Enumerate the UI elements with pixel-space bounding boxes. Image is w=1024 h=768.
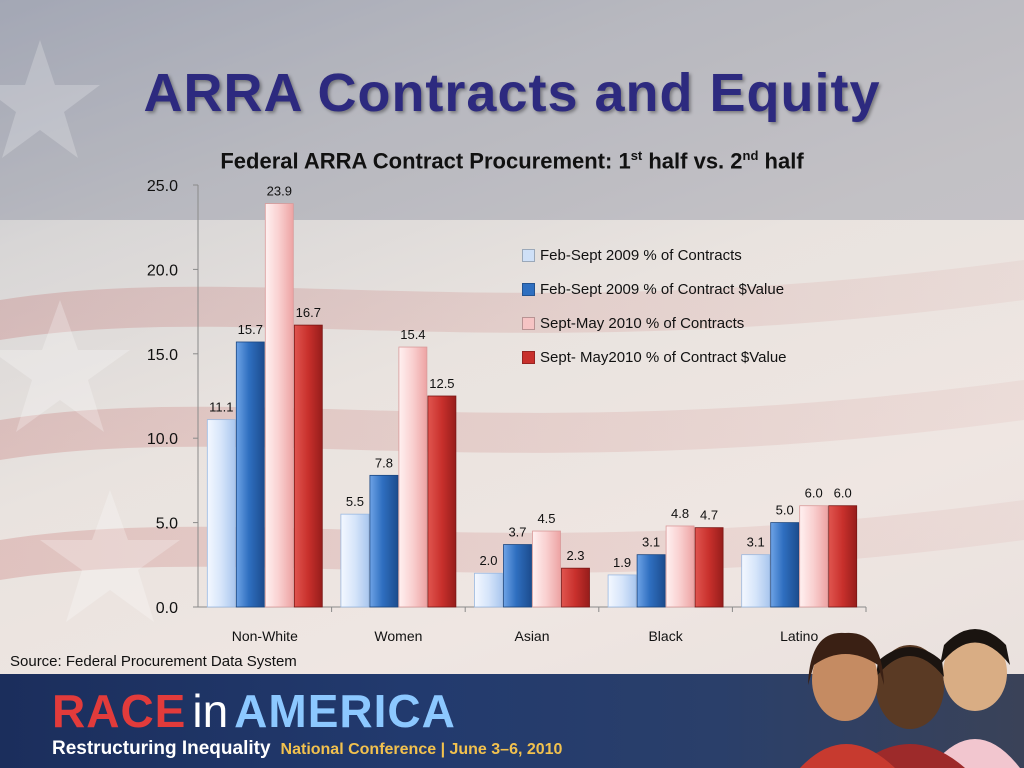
- bar: [206, 419, 236, 608]
- bar: [607, 574, 637, 608]
- bar-chart: 0.0 5.0 10.0 15.0 20.0 25.0 Non-White Women Asia…: [147, 178, 867, 644]
- bar-data-label: 3.7: [508, 525, 526, 540]
- bar: [369, 474, 399, 608]
- bar-data-label: 7.8: [375, 455, 393, 470]
- person-icon: [930, 629, 1020, 768]
- bar: [741, 554, 771, 608]
- legend-item: Feb-Sept 2009 % of Contracts: [522, 238, 787, 272]
- bar: [636, 554, 666, 608]
- person-icon: [855, 645, 965, 768]
- bar-data-label: 4.8: [671, 506, 689, 521]
- subtitle-part: Federal ARRA Contract Procurement: 1: [220, 148, 631, 174]
- logo-race: RACE: [52, 685, 187, 737]
- bar: [799, 505, 829, 608]
- chart-subtitle: Federal ARRA Contract Procurement: 1st h…: [0, 148, 1024, 174]
- legend-item: Sept- May2010 % of Contract $Value: [522, 340, 787, 374]
- subtitle-sup: nd: [742, 148, 759, 163]
- x-tick-label: Black: [648, 628, 683, 644]
- legend-swatch: [522, 316, 535, 330]
- conference-dates: National Conference | June 3–6, 2010: [280, 741, 563, 758]
- source-note: Source: Federal Procurement Data System: [10, 653, 297, 670]
- bar-data-label: 5.0: [776, 503, 794, 518]
- bar-data-label: 15.7: [238, 322, 263, 337]
- logo-america: AMERICA: [234, 685, 456, 737]
- bar: [340, 513, 370, 608]
- bar: [532, 530, 561, 608]
- subtitle-sup: st: [630, 148, 643, 163]
- bar: [694, 527, 724, 608]
- race-in-america-logo: RACE in AMERICA: [52, 684, 456, 738]
- bar-data-label: 15.4: [400, 327, 425, 342]
- star-icon: [0, 300, 130, 432]
- bar-data-label: 16.7: [296, 305, 321, 320]
- bar-data-label: 1.9: [613, 555, 631, 570]
- flag-canton: [0, 0, 1024, 220]
- star-icon: [0, 40, 100, 158]
- bar: [770, 522, 800, 608]
- legend-label: Feb-Sept 2009 % of Contracts: [540, 246, 742, 264]
- bar: [474, 572, 503, 608]
- y-tick-label: 20.0: [147, 262, 178, 279]
- bar: [293, 324, 323, 608]
- bar: [427, 395, 457, 608]
- bar-data-label: 12.5: [429, 376, 454, 391]
- chart-data-labels: 11.1 15.7 23.9 16.7 5.5 7.8 15.4 12.5 2.0 3.7 4.5 2…: [209, 184, 852, 570]
- slide-title: ARRA Contracts and Equity: [143, 63, 881, 123]
- legend-label: Feb-Sept 2009 % of Contract $Value: [540, 280, 785, 298]
- chart-bars: [206, 203, 858, 608]
- bar-data-label: 6.0: [834, 486, 852, 501]
- y-tick-label: 5.0: [156, 516, 178, 533]
- bar: [665, 525, 695, 608]
- y-tick-label: 15.0: [147, 347, 178, 364]
- legend-label: Sept-May 2010 % of Contracts: [540, 314, 745, 332]
- people-photo: [800, 629, 1020, 768]
- person-icon: [800, 632, 895, 768]
- bar-data-label: 3.1: [642, 535, 660, 550]
- legend-item: Feb-Sept 2009 % of Contract $Value: [522, 272, 787, 306]
- subtitle-part: half: [758, 148, 804, 174]
- y-tick-label: 10.0: [147, 431, 178, 448]
- bar-data-label: 5.5: [346, 494, 364, 509]
- x-tick-label: Latino: [780, 628, 818, 644]
- bar-data-label: 3.1: [747, 535, 765, 550]
- flag-stripe: [0, 260, 1024, 340]
- x-tick-label: Non-White: [232, 628, 298, 644]
- bar-data-label: 11.1: [209, 400, 233, 415]
- subtitle-part: half vs. 2: [642, 148, 743, 174]
- legend-swatch: [522, 248, 535, 262]
- bar: [264, 203, 294, 608]
- chart-legend: Feb-Sept 2009 % of Contracts Feb-Sept 20…: [522, 238, 787, 374]
- bar-data-label: 6.0: [805, 486, 823, 501]
- conference-tagline: Restructuring Inequality National Confere…: [52, 738, 562, 760]
- legend-label: Sept- May2010 % of Contract $Value: [540, 348, 787, 366]
- bar: [503, 544, 532, 608]
- legend-swatch: [522, 282, 535, 296]
- bar-data-label: 2.3: [566, 548, 584, 563]
- bar: [561, 567, 590, 608]
- star-icon: [40, 490, 180, 622]
- y-tick-label: 25.0: [147, 178, 178, 195]
- bar: [828, 505, 858, 608]
- bar: [398, 346, 428, 608]
- legend-item: Sept-May 2010 % of Contracts: [522, 306, 787, 340]
- bar: [235, 341, 265, 608]
- x-tick-label: Women: [374, 628, 422, 644]
- bar-data-label: 4.7: [700, 508, 718, 523]
- tagline-text: Restructuring Inequality: [52, 738, 271, 759]
- x-tick-label: Asian: [514, 628, 549, 644]
- y-tick-label: 0.0: [156, 600, 178, 617]
- logo-in: in: [192, 685, 229, 737]
- legend-swatch: [522, 350, 535, 364]
- bar-data-label: 2.0: [479, 553, 497, 568]
- bar-data-label: 4.5: [537, 511, 555, 526]
- bar-data-label: 23.9: [267, 184, 292, 199]
